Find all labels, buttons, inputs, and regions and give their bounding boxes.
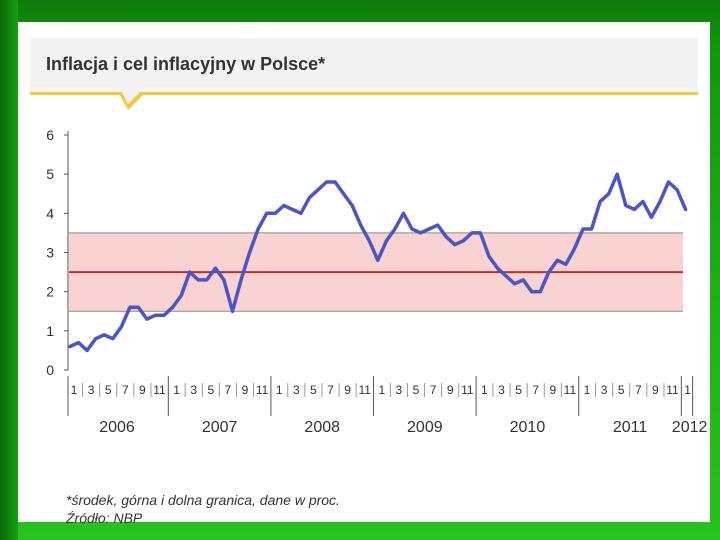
year-label: 2007 — [202, 419, 238, 436]
month-tick-label: 7 — [532, 383, 539, 397]
year-label: 2009 — [407, 419, 443, 436]
month-tick-label: 11 — [358, 383, 371, 397]
month-tick-label: 9 — [652, 383, 659, 397]
y-tick-label: 5 — [46, 166, 54, 182]
month-tick-label: 11 — [564, 383, 577, 397]
month-tick-label: 7 — [430, 383, 437, 397]
month-tick-label: 1 — [584, 383, 591, 397]
y-tick-label: 3 — [46, 245, 54, 261]
month-tick-label: 11 — [666, 383, 679, 397]
y-tick-label: 0 — [46, 362, 54, 378]
month-tick-label: 7 — [327, 383, 334, 397]
y-tick-label: 6 — [46, 127, 54, 143]
chart-title: Inflacja i cel inflacyjny w Polsce* — [46, 54, 326, 74]
year-label: 2011 — [613, 419, 648, 436]
title-box: Inflacja i cel inflacyjny w Polsce* — [30, 38, 698, 95]
month-tick-label: 9 — [447, 383, 454, 397]
month-tick-label: 9 — [344, 383, 351, 397]
month-tick-label: 5 — [310, 383, 317, 397]
month-tick-label: 7 — [635, 383, 642, 397]
slide-panel: Inflacja i cel inflacyjny w Polsce* 0 1 2 3… — [18, 22, 710, 526]
month-tick-label: 5 — [105, 383, 112, 397]
month-tick-label: 5 — [207, 383, 214, 397]
month-tick-label: 9 — [139, 383, 146, 397]
month-tick-label: 9 — [242, 383, 249, 397]
month-tick-label: 7 — [225, 383, 232, 397]
title-callout-notch-inner — [122, 92, 140, 104]
month-tick-label: 3 — [498, 383, 505, 397]
month-tick-label: 1 — [684, 383, 691, 397]
month-tick-label: 1 — [481, 383, 488, 397]
y-tick-label: 4 — [46, 205, 54, 221]
month-tick-label: 3 — [396, 383, 403, 397]
month-tick-label: 7 — [122, 383, 129, 397]
year-label: 2012 — [672, 419, 708, 436]
month-tick-label: 3 — [88, 383, 95, 397]
year-label: 2008 — [304, 419, 340, 436]
month-tick-label: 9 — [549, 383, 556, 397]
year-label: 2006 — [99, 419, 135, 436]
footnote: *środek, górna i dolna granica, dane w p… — [66, 492, 340, 508]
year-label: 2010 — [510, 419, 546, 436]
month-tick-label: 11 — [461, 383, 474, 397]
y-tick-label: 1 — [46, 323, 54, 339]
month-tick-label: 3 — [293, 383, 300, 397]
month-tick-label: 5 — [618, 383, 625, 397]
month-tick-label: 1 — [378, 383, 385, 397]
left-decor-strip — [0, 0, 18, 540]
month-tick-label: 3 — [190, 383, 197, 397]
month-tick-label: 1 — [276, 383, 283, 397]
source-note: Źródło: NBP — [66, 510, 143, 526]
month-tick-label: 11 — [256, 383, 269, 397]
month-tick-label: 3 — [601, 383, 608, 397]
month-tick-label: 5 — [515, 383, 522, 397]
y-tick-label: 2 — [46, 284, 54, 300]
month-tick-label: 1 — [71, 383, 78, 397]
month-tick-label: 1 — [173, 383, 180, 397]
month-tick-label: 11 — [153, 383, 166, 397]
inflation-series-line — [68, 172, 688, 353]
month-tick-label: 5 — [413, 383, 420, 397]
